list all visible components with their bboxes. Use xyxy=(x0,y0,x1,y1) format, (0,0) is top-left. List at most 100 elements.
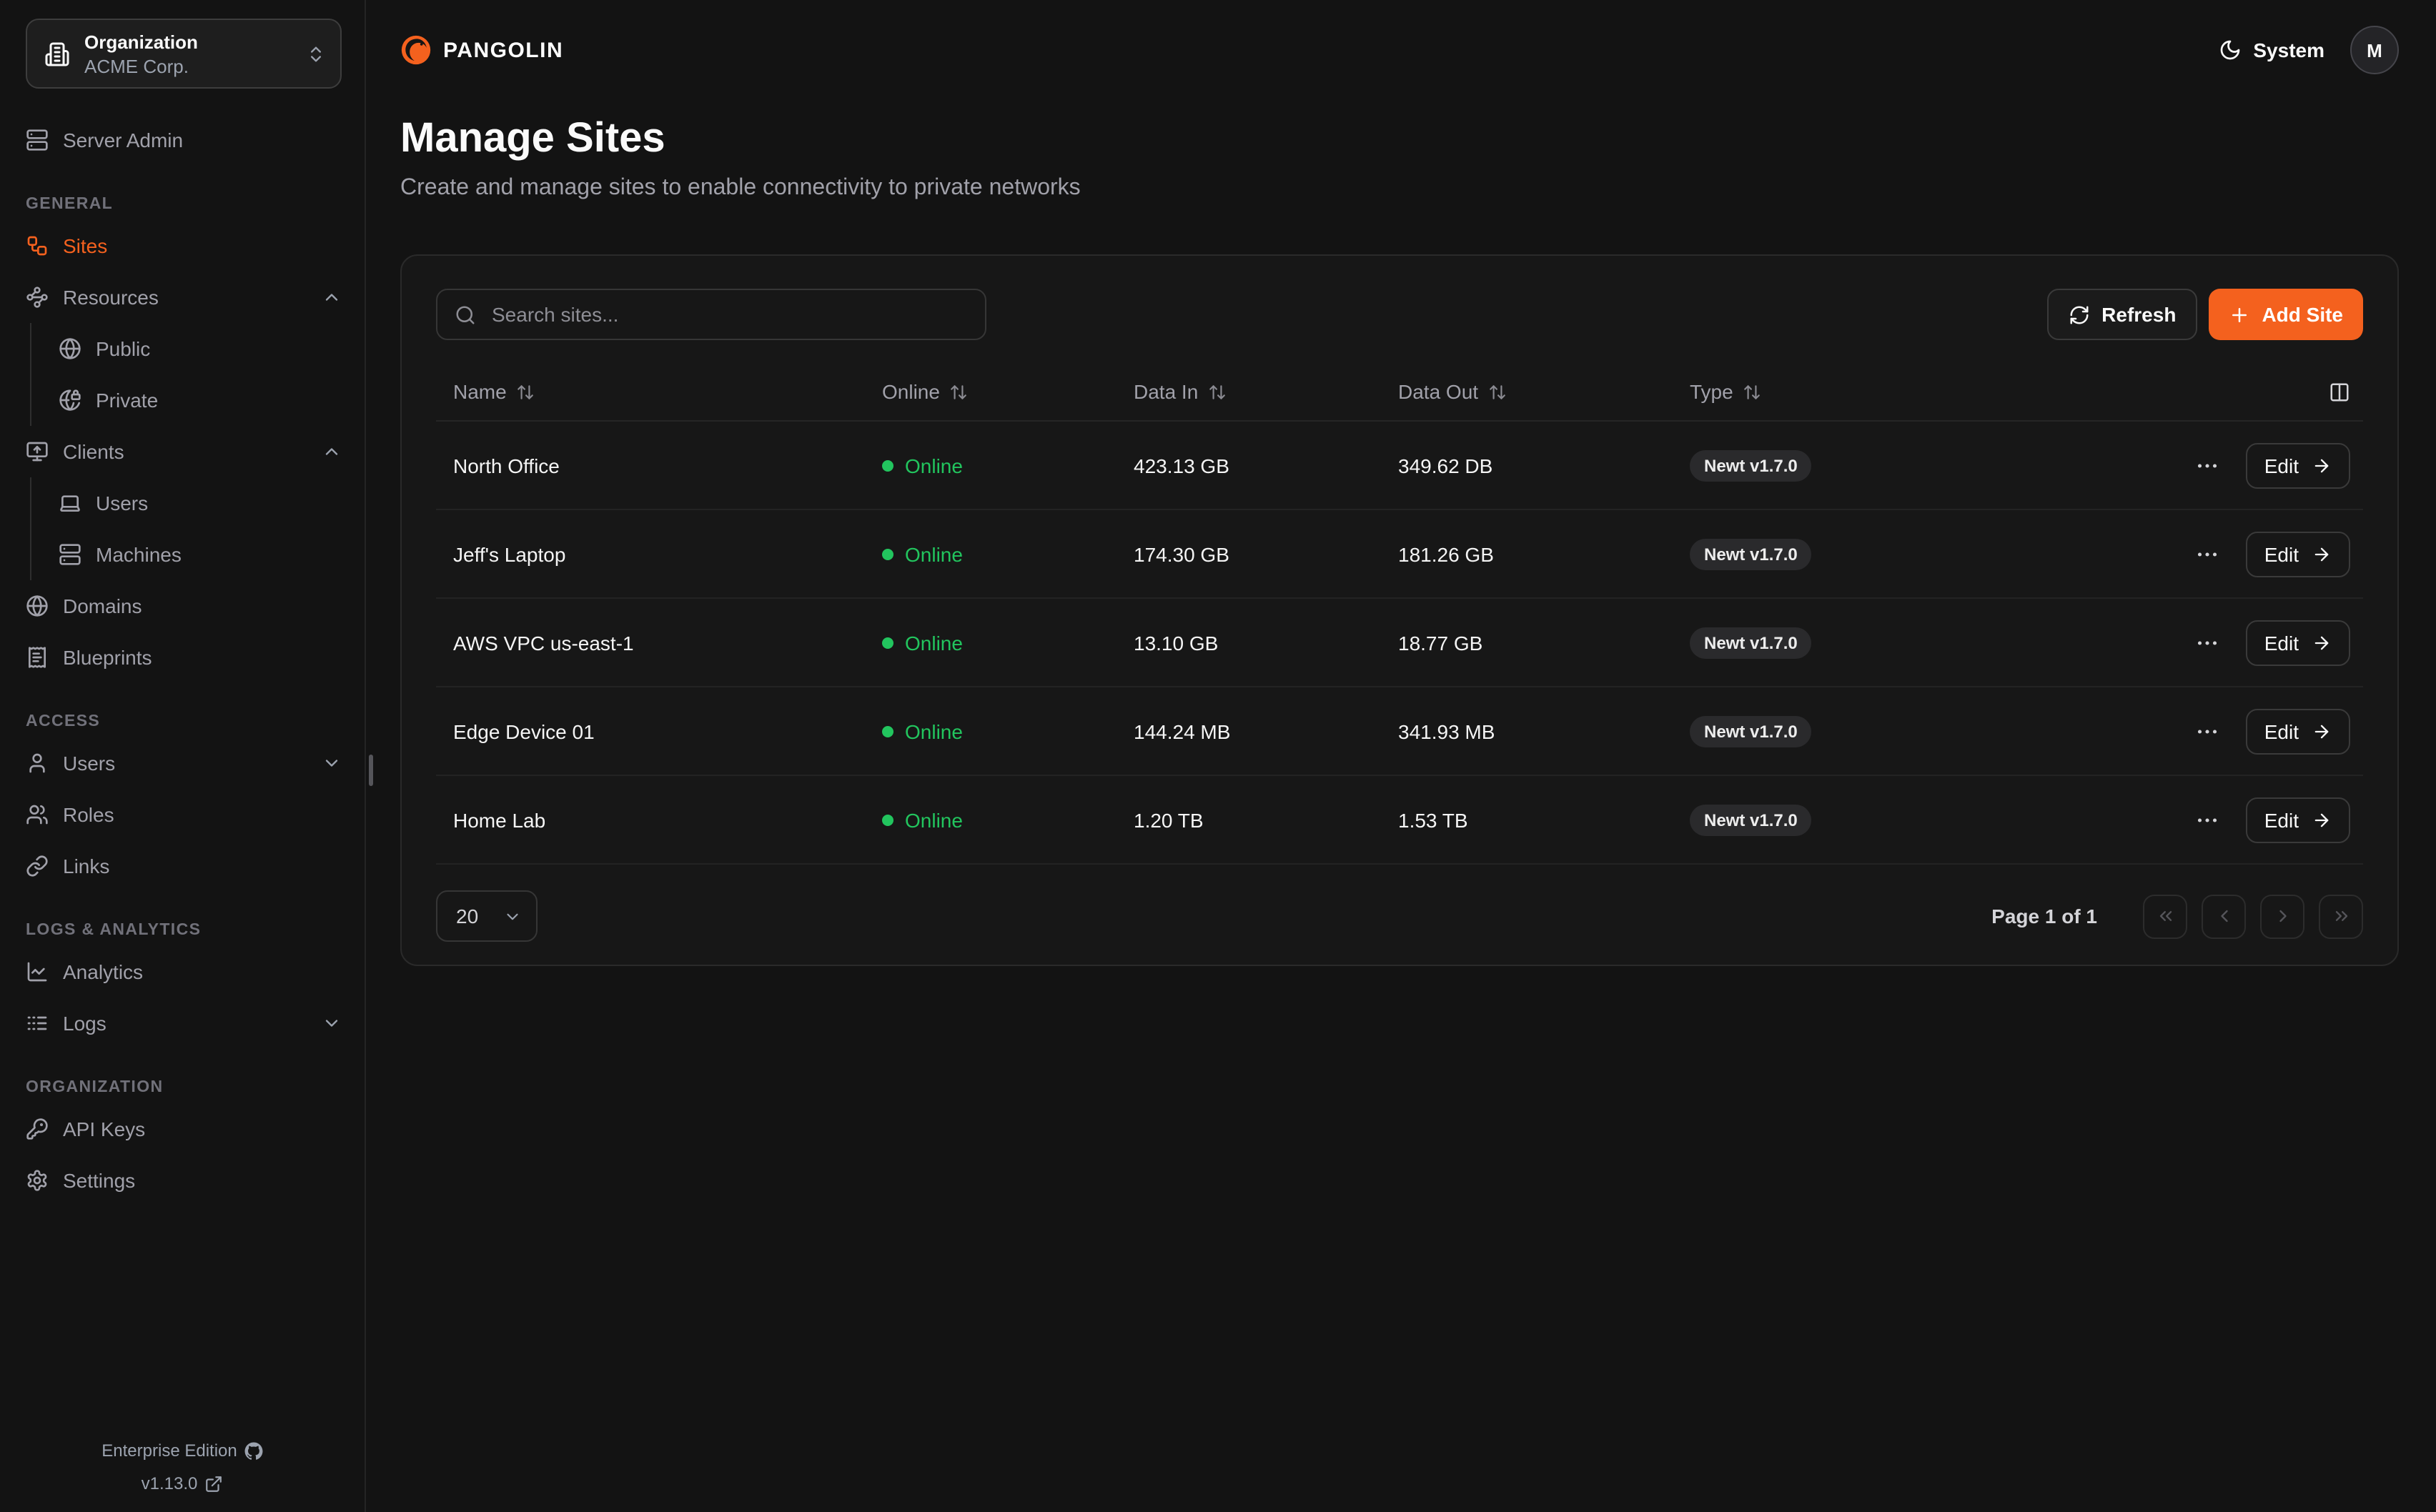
ellipsis-menu-icon[interactable] xyxy=(2194,807,2220,832)
sidebar-item-resources[interactable]: Resources xyxy=(26,272,342,323)
chevrons-left-icon xyxy=(2155,906,2175,926)
row-actions: Edit xyxy=(2016,797,2363,842)
refresh-button[interactable]: Refresh xyxy=(2047,289,2198,340)
column-header-data-in[interactable]: Data In xyxy=(1116,380,1381,403)
sidebar-item-users[interactable]: Users xyxy=(26,737,342,789)
sidebar-item-label: Private xyxy=(96,389,159,412)
edit-label: Edit xyxy=(2264,720,2299,742)
sidebar-item-settings[interactable]: Settings xyxy=(26,1155,342,1206)
waypoints-icon xyxy=(26,286,49,309)
avatar[interactable]: M xyxy=(2350,26,2399,74)
edit-button[interactable]: Edit xyxy=(2245,708,2350,754)
column-header-type[interactable]: Type xyxy=(1673,380,2016,403)
table-row: AWS VPC us-east-1 Online 13.10 GB 18.77 … xyxy=(436,599,2363,687)
type-cell: Newt v1.7.0 xyxy=(1673,538,2016,570)
external-link-icon[interactable] xyxy=(204,1474,223,1493)
data-in-value: 423.13 GB xyxy=(1134,454,1229,477)
sidebar-section-organization: ORGANIZATION xyxy=(26,1079,164,1096)
sidebar-item-label: Roles xyxy=(63,803,114,826)
sidebar-item-label: Domains xyxy=(63,595,142,617)
sidebar-item-domains[interactable]: Domains xyxy=(26,580,342,632)
theme-toggle[interactable]: System xyxy=(2219,39,2324,61)
first-page-button[interactable] xyxy=(2143,894,2187,938)
edit-button[interactable]: Edit xyxy=(2245,531,2350,577)
search-input[interactable] xyxy=(489,302,968,327)
table-row: Edge Device 01 Online 144.24 MB 341.93 M… xyxy=(436,687,2363,776)
edition-row: Enterprise Edition xyxy=(0,1439,365,1462)
sidebar-item-links[interactable]: Links xyxy=(26,840,342,892)
online-dot-icon xyxy=(882,548,893,559)
row-actions: Edit xyxy=(2016,531,2363,577)
ellipsis-menu-icon[interactable] xyxy=(2194,452,2220,478)
sidebar-item-private[interactable]: Private xyxy=(59,374,342,426)
column-label: Type xyxy=(1690,380,1733,403)
columns-toggle-icon[interactable] xyxy=(2329,381,2350,402)
ellipsis-menu-icon[interactable] xyxy=(2194,541,2220,567)
add-site-button[interactable]: Add Site xyxy=(2209,289,2363,340)
sidebar-item-logs[interactable]: Logs xyxy=(26,998,342,1049)
edit-button[interactable]: Edit xyxy=(2245,620,2350,665)
sidebar-item-blueprints[interactable]: Blueprints xyxy=(26,632,342,683)
sidebar-item-label: Logs xyxy=(63,1012,107,1035)
column-header-data-out[interactable]: Data Out xyxy=(1381,380,1673,403)
topbar: PANGOLIN System M xyxy=(400,0,2399,100)
next-page-button[interactable] xyxy=(2260,894,2304,938)
sidebar-item-machines[interactable]: Machines xyxy=(59,529,342,580)
users-icon xyxy=(26,803,49,826)
sidebar-item-clients[interactable]: Clients xyxy=(26,426,342,477)
globe-icon xyxy=(26,595,49,617)
globe-icon xyxy=(59,337,81,360)
edit-button[interactable]: Edit xyxy=(2245,797,2350,842)
ellipsis-menu-icon[interactable] xyxy=(2194,630,2220,655)
column-header-name[interactable]: Name xyxy=(436,380,865,403)
site-name: Edge Device 01 xyxy=(453,720,595,742)
type-badge: Newt v1.7.0 xyxy=(1690,715,1812,747)
page-info: Page 1 of 1 xyxy=(1991,905,2097,927)
type-badge: Newt v1.7.0 xyxy=(1690,627,1812,658)
sidebar-item-api-keys[interactable]: API Keys xyxy=(26,1103,342,1155)
online-label: Online xyxy=(905,542,963,565)
sidebar-item-public[interactable]: Public xyxy=(59,323,342,374)
sidebar-item-analytics[interactable]: Analytics xyxy=(26,946,342,998)
sidebar-item-roles[interactable]: Roles xyxy=(26,789,342,840)
edit-button[interactable]: Edit xyxy=(2245,442,2350,488)
sidebar-item-sites[interactable]: Sites xyxy=(26,220,342,272)
pangolin-logo-icon xyxy=(400,34,432,66)
data-in-value: 174.30 GB xyxy=(1134,542,1229,565)
brand: PANGOLIN xyxy=(400,34,563,66)
user-icon xyxy=(26,752,49,775)
sidebar-item-label: Machines xyxy=(96,543,182,566)
last-page-button[interactable] xyxy=(2319,894,2363,938)
org-switcher-value: ACME Corp. xyxy=(84,55,189,76)
online-dot-icon xyxy=(882,725,893,737)
type-badge: Newt v1.7.0 xyxy=(1690,538,1812,570)
page-size-select[interactable]: 20 xyxy=(436,890,538,942)
online-status: Online xyxy=(865,808,1116,831)
toolbar: Refresh Add Site xyxy=(436,289,2363,340)
prev-page-button[interactable] xyxy=(2202,894,2246,938)
org-switcher[interactable]: Organization ACME Corp. xyxy=(26,19,342,89)
data-in-value: 144.24 MB xyxy=(1134,720,1231,742)
column-label: Data In xyxy=(1134,380,1199,403)
sidebar-item-server-admin[interactable]: Server Admin xyxy=(26,114,342,166)
data-out-value: 181.26 GB xyxy=(1398,542,1494,565)
sidebar-item-label: Analytics xyxy=(63,960,144,983)
add-site-label: Add Site xyxy=(2262,303,2343,326)
edit-label: Edit xyxy=(2264,542,2299,565)
online-label: Online xyxy=(905,808,963,831)
building-icon xyxy=(44,41,70,66)
row-actions: Edit xyxy=(2016,442,2363,488)
sidebar-item-client-users[interactable]: Users xyxy=(59,477,342,529)
monitor-up-icon xyxy=(26,440,49,463)
org-switcher-texts: Organization ACME Corp. xyxy=(84,31,198,76)
receipt-icon xyxy=(26,646,49,669)
main-content: PANGOLIN System M Manage Sites Create an… xyxy=(366,0,2436,1512)
online-status: Online xyxy=(865,631,1116,654)
column-header-online[interactable]: Online xyxy=(865,380,1116,403)
ellipsis-menu-icon[interactable] xyxy=(2194,718,2220,744)
sidebar-scrollbar-thumb[interactable] xyxy=(369,755,373,786)
chevron-down-icon xyxy=(322,1013,342,1033)
github-icon[interactable] xyxy=(244,1441,263,1460)
search-icon xyxy=(455,304,476,325)
